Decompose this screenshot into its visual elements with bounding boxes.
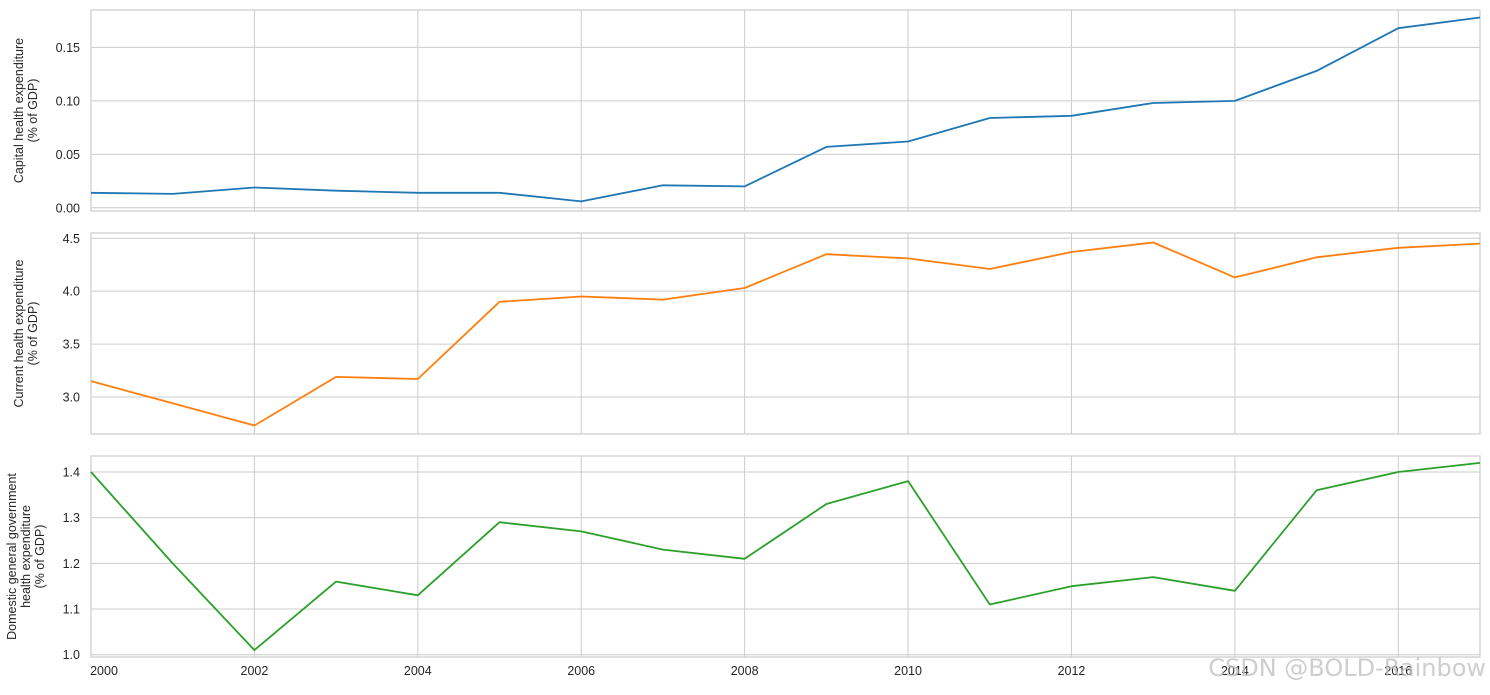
y-tick-label: 1.1 (63, 603, 80, 617)
data-point (1152, 102, 1154, 104)
series-line-3 (90, 462, 1481, 651)
y-tick-label: 0.05 (56, 148, 80, 162)
subplot-3: 1.0 1.1 1.2 1.3 1.4 Domestic general governme… (5, 455, 1481, 678)
data-point (989, 268, 991, 270)
subplot-1: 0.00 0.05 0.10 0.15 Capital health expenditu… (12, 9, 1481, 215)
data-point (335, 189, 337, 191)
subplot-2: 3.0 3.5 4.0 4.5 Current health expenditure (%… (12, 232, 1481, 435)
data-point (1070, 115, 1072, 117)
x-tick-label: 2000 (90, 664, 118, 678)
data-point (1152, 576, 1154, 578)
data-point (498, 301, 500, 303)
data-point (498, 192, 500, 194)
y-axis-label: (% of GDP) (26, 79, 40, 143)
data-point (743, 287, 745, 289)
data-point (1397, 27, 1399, 29)
data-point (90, 192, 92, 194)
data-point (253, 649, 255, 651)
data-point (1397, 247, 1399, 249)
axes-frame (90, 455, 1481, 658)
data-point (743, 558, 745, 560)
x-tick-label: 2006 (567, 664, 595, 678)
axes-frame (90, 232, 1481, 435)
x-tick-label: 2002 (241, 664, 269, 678)
data-point (989, 117, 991, 119)
y-tick-label: 4.5 (63, 232, 80, 246)
data-point (907, 140, 909, 142)
data-point (825, 503, 827, 505)
data-point (662, 184, 664, 186)
data-point (417, 594, 419, 596)
y-tick-label: 4.0 (63, 285, 80, 299)
x-tick-label: 2014 (1221, 664, 1249, 678)
data-point (90, 471, 92, 473)
y-tick-label: 1.3 (63, 511, 80, 525)
data-point (1234, 590, 1236, 592)
y-tick-label: 1.2 (63, 557, 80, 571)
data-point (743, 185, 745, 187)
data-point (1315, 489, 1317, 491)
data-point (825, 253, 827, 255)
data-point (580, 200, 582, 202)
y-axis-label: Current health expenditure (12, 259, 26, 407)
y-axis-label: health expenditure (19, 505, 33, 608)
data-point (335, 376, 337, 378)
y-tick-label: 0.10 (56, 94, 80, 108)
data-point (1315, 256, 1317, 258)
y-tick-label: 1.4 (63, 465, 80, 479)
data-point (172, 562, 174, 564)
data-point (580, 530, 582, 532)
series-line-2 (90, 241, 1481, 427)
series-line-1 (90, 16, 1481, 203)
y-axis-label: (% of GDP) (33, 525, 47, 589)
data-point (907, 480, 909, 482)
data-point (1479, 462, 1481, 464)
data-point (825, 146, 827, 148)
x-tick-label: 2004 (404, 664, 432, 678)
data-point (1397, 471, 1399, 473)
axes-frame (90, 9, 1481, 212)
x-tick-label: 2016 (1384, 664, 1412, 678)
x-tick-label: 2008 (731, 664, 759, 678)
y-axis-label: Capital health expenditure (12, 38, 26, 183)
y-tick-label: 3.5 (63, 338, 80, 352)
data-point (580, 295, 582, 297)
data-point (662, 298, 664, 300)
x-tick-label: 2010 (894, 664, 922, 678)
y-tick-label: 1.0 (63, 648, 80, 662)
y-axis-label: Domestic general government (5, 473, 19, 640)
data-point (498, 521, 500, 523)
data-point (907, 257, 909, 259)
data-point (1479, 16, 1481, 18)
data-point (417, 192, 419, 194)
data-point (1152, 241, 1154, 243)
data-point (1315, 70, 1317, 72)
y-axis-label: (% of GDP) (26, 302, 40, 366)
data-point (417, 378, 419, 380)
y-tick-label: 3.0 (63, 390, 80, 404)
data-point (662, 548, 664, 550)
data-point (1070, 585, 1072, 587)
data-point (1070, 251, 1072, 253)
data-point (90, 380, 92, 382)
data-point (172, 402, 174, 404)
x-tick-label: 2012 (1058, 664, 1086, 678)
data-point (253, 186, 255, 188)
data-point (172, 193, 174, 195)
data-point (1479, 242, 1481, 244)
data-point (989, 603, 991, 605)
data-point (253, 424, 255, 426)
data-point (335, 580, 337, 582)
data-point (1234, 276, 1236, 278)
y-tick-label: 0.15 (56, 41, 80, 55)
y-tick-label: 0.00 (56, 201, 80, 215)
data-point (1234, 100, 1236, 102)
